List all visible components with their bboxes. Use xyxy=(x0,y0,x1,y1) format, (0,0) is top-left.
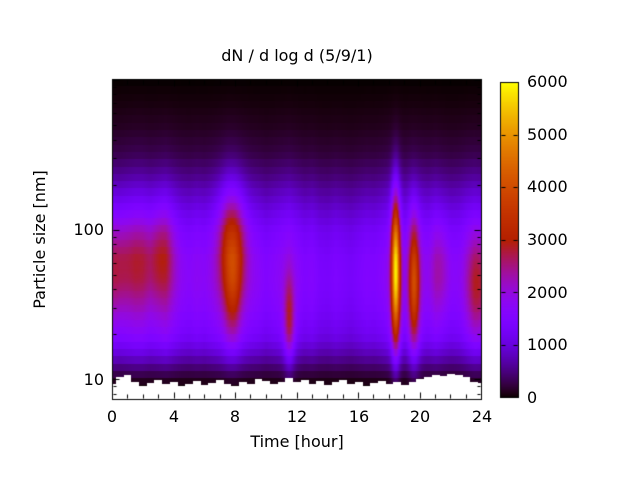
y-axis-label-box: Particle size [nm] xyxy=(20,79,58,400)
colorbar-tick-label-1000: 1000 xyxy=(527,335,568,354)
colorbar-tick-label-6000: 6000 xyxy=(527,72,568,91)
y-tick-label-10: 10 xyxy=(83,370,104,389)
x-tick-label-4: 4 xyxy=(168,407,180,426)
y-tick-label-100: 100 xyxy=(73,220,104,239)
chart-title: dN / d log d (5/9/1) xyxy=(221,46,373,65)
colorbar xyxy=(498,80,542,404)
x-tick-label-12: 12 xyxy=(286,407,308,426)
x-axis-label: Time [hour] xyxy=(250,432,344,451)
colorbar-tick-label-2000: 2000 xyxy=(527,283,568,302)
x-tick-label-24: 24 xyxy=(471,407,493,426)
colorbar-tick-label-0: 0 xyxy=(527,388,538,407)
x-tick-label-20: 20 xyxy=(409,407,431,426)
colorbar-tick-label-4000: 4000 xyxy=(527,177,568,196)
x-tick-label-8: 8 xyxy=(229,407,241,426)
colorbar-tick-label-5000: 5000 xyxy=(527,125,568,144)
colorbar-tick-label-3000: 3000 xyxy=(527,230,568,249)
x-tick-label-16: 16 xyxy=(348,407,370,426)
x-tick-label-0: 0 xyxy=(106,407,118,426)
y-axis-label: Particle size [nm] xyxy=(29,170,49,309)
